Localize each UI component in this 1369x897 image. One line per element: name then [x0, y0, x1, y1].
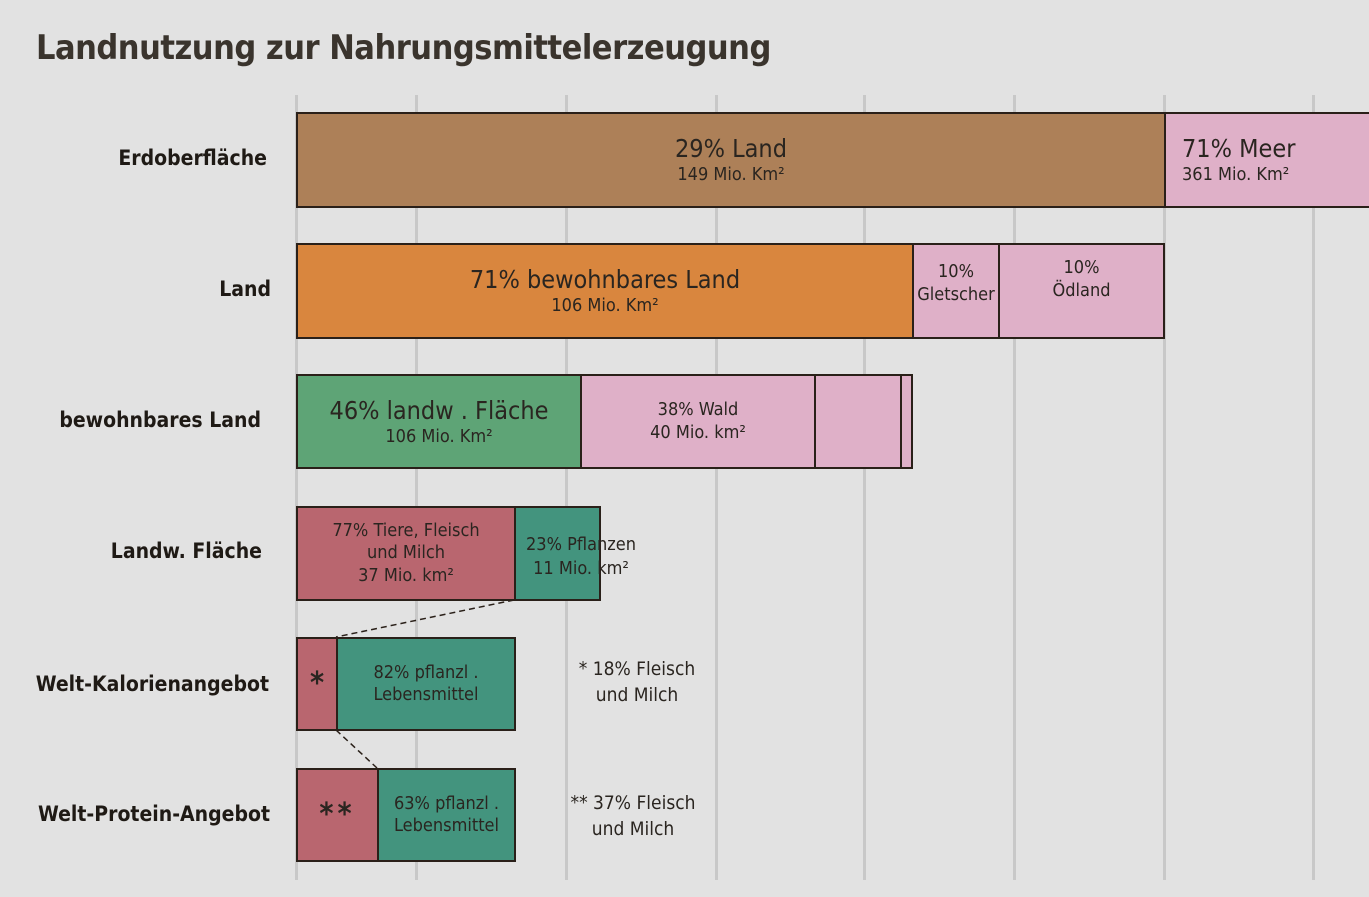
segment-value: 37 Mio. km² [358, 564, 454, 586]
segment-value: Gletscher [917, 283, 995, 305]
gridline [295, 95, 298, 880]
bar-segment-bewohnbar: 71% bewohnbares Land 106 Mio. Km² [296, 243, 914, 339]
segment-label: 71% bewohnbares Land [469, 265, 741, 295]
row-label: Welt-Protein-Angebot [38, 802, 270, 826]
footnote: * 18% Fleisch und Milch [562, 657, 712, 708]
segment-value: 361 Mio. Km² [1182, 164, 1290, 186]
row-label: Land [219, 277, 271, 301]
footnote: ** 37% Fleisch und Milch [558, 791, 708, 842]
gridline [1013, 95, 1016, 880]
bar-segment-landw: 46% landw . Fläche 106 Mio. Km² [296, 374, 582, 469]
dashed-connector [335, 599, 515, 638]
gridline [565, 95, 568, 880]
bar-segment-other [900, 374, 913, 469]
row-label: Erdoberfläche [118, 146, 267, 170]
segment-value: 40 Mio. km² [650, 421, 746, 443]
bar-segment-pflanzl: 63% pflanzl . Lebensmittel [377, 768, 516, 862]
bar-segment-fleisch: ** [296, 768, 379, 862]
gridline [863, 95, 866, 880]
segment-value: 149 Mio. Km² [677, 164, 785, 186]
segment-value: 106 Mio. Km² [385, 425, 493, 447]
gridline [715, 95, 718, 880]
gridline [415, 95, 418, 880]
segment-label: 71% Meer [1182, 134, 1296, 164]
segment-value: Ödland [1052, 279, 1111, 301]
bar-segment-other [814, 374, 902, 469]
bar-segment-tiere: 77% Tiere, Fleisch und Milch 37 Mio. km² [296, 506, 516, 601]
row-label: Landw. Fläche [110, 539, 262, 563]
segment-label: 82% pflanzl . [373, 661, 479, 683]
segment-label: und Milch [366, 542, 446, 564]
footnote-line: * 18% Fleisch [578, 658, 696, 680]
segment-label: 10% [1063, 257, 1100, 278]
bar-segment-pflanzen [514, 506, 601, 601]
bar-segment-pflanzl: 82% pflanzl . Lebensmittel [336, 637, 516, 731]
segment-label: 10% [938, 261, 974, 282]
segment-value: 11 Mio. km² [533, 558, 629, 580]
bar-segment-fleisch: * [296, 637, 338, 731]
bar-segment-gletscher: 10% Gletscher [912, 243, 1000, 339]
segment-label: 46% landw . Fläche [329, 395, 549, 425]
segment-label: 38% Wald [657, 399, 739, 420]
bar-segment-wald: 38% Wald 40 Mio. km² [580, 374, 816, 469]
segment-label: Lebensmittel [373, 684, 479, 705]
segment-label: Lebensmittel [393, 815, 500, 836]
footnote-line: und Milch [591, 817, 675, 840]
row-label: Welt-Kalorienangebot [35, 672, 269, 696]
bar-segment-meer: 71% Meer 361 Mio. Km² [1164, 112, 1369, 208]
bar-segment-oedland: 10% Ödland [998, 243, 1165, 339]
footnote-line: und Milch [595, 683, 679, 706]
segment-value: 106 Mio. Km² [551, 295, 659, 317]
segment-label: 29% Land [675, 134, 787, 164]
chart-title: Landnutzung zur Nahrungsmittelerzeugung [36, 28, 771, 68]
segment-label: 23% Pflanzen [525, 534, 637, 555]
asterisk-marker: ** [319, 797, 356, 833]
segment-label: 63% pflanzl . [393, 792, 500, 814]
bar-segment-land: 29% Land 149 Mio. Km² [296, 112, 1166, 208]
asterisk-marker: * [309, 666, 325, 702]
footnote-line: ** 37% Fleisch [570, 792, 696, 814]
pflanzen-label: 23% Pflanzen 11 Mio. km² [516, 533, 646, 582]
segment-label: 77% Tiere, Fleisch [332, 519, 480, 541]
gridline [1312, 95, 1315, 880]
dashed-connector [335, 729, 378, 769]
row-label: bewohnbares Land [59, 408, 261, 432]
gridline [1163, 95, 1166, 880]
